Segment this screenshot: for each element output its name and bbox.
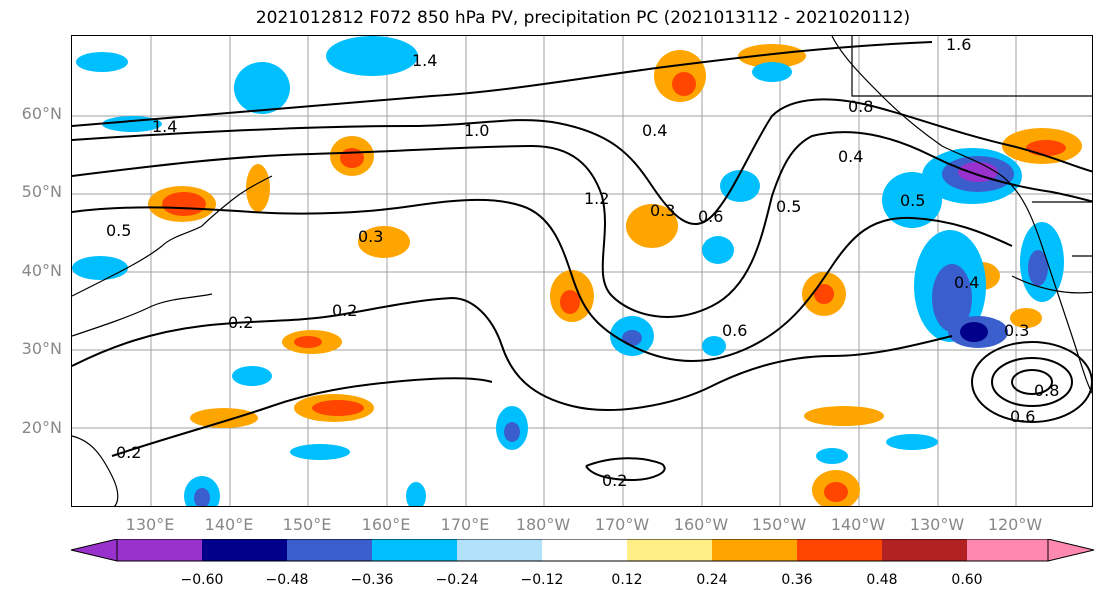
contour-label: 0.5 <box>900 191 925 210</box>
colorbar-bin <box>797 539 882 561</box>
colorbar <box>70 539 1095 562</box>
precip-negative-patches <box>72 36 1064 506</box>
colorbar-tick: −0.60 <box>180 572 224 588</box>
lon-label: 150°E <box>282 515 332 534</box>
colorbar-tick: −0.12 <box>520 572 564 588</box>
colorbar-outline <box>116 539 1049 562</box>
colorbar-tick: 0.12 <box>611 572 643 588</box>
contour-label: 0.2 <box>332 301 357 320</box>
contour-label: 1.6 <box>946 36 971 54</box>
colorbar-bin <box>287 539 372 561</box>
pv-contours <box>72 41 1092 482</box>
colorbar-bin <box>202 539 287 561</box>
contour-label: 0.6 <box>722 321 747 340</box>
colorbar-tick: −0.48 <box>265 572 309 588</box>
contour-label: 0.6 <box>1010 407 1035 426</box>
contour-label-group: 1.4 1.0 1.2 1.4 0.4 0.8 0.5 0.4 0.5 0.3 … <box>106 36 1059 490</box>
colorbar-tick: 0.24 <box>696 572 728 588</box>
colorbar-bin <box>627 539 712 561</box>
lon-label: 180°W <box>515 515 571 534</box>
colorbar-bin <box>712 539 797 561</box>
lon-label: 160°W <box>673 515 729 534</box>
contour-label: 0.5 <box>106 221 131 240</box>
lon-label: 170°W <box>594 515 650 534</box>
graticule <box>72 36 1092 506</box>
contour-label: 0.6 <box>698 207 723 226</box>
map-panel: 1.4 1.0 1.2 1.4 0.4 0.8 0.5 0.4 0.5 0.3 … <box>71 35 1093 507</box>
lon-label: 150°W <box>751 515 807 534</box>
contour-label: 0.5 <box>776 197 801 216</box>
colorbar-bin <box>882 539 967 561</box>
contour-label: 0.2 <box>228 313 253 332</box>
lon-label: 140°W <box>830 515 886 534</box>
lon-label: 170°E <box>440 515 490 534</box>
lon-label: 130°W <box>909 515 965 534</box>
contour-label: 1.4 <box>412 51 437 70</box>
colorbar-tick: −0.24 <box>435 572 479 588</box>
contour-label: 0.8 <box>848 97 873 116</box>
contour-label: 0.3 <box>650 201 675 220</box>
colorbar-bin <box>457 539 542 561</box>
colorbar-tick: 0.60 <box>951 572 983 588</box>
colorbar-tick: −0.36 <box>350 572 394 588</box>
contour-label: 0.2 <box>116 443 141 462</box>
lon-label: 120°W <box>987 515 1043 534</box>
colorbar-tick: 0.36 <box>781 572 813 588</box>
contour-label: 0.3 <box>1004 321 1029 340</box>
lat-label: 30°N <box>21 339 62 358</box>
coastlines <box>72 36 1092 506</box>
contour-label: 0.3 <box>358 227 383 246</box>
contour-label: 0.8 <box>1034 381 1059 400</box>
colorbar-bin <box>117 539 202 561</box>
lat-label: 40°N <box>21 261 62 280</box>
colorbar-bin <box>542 539 627 561</box>
lat-label: 20°N <box>21 418 62 437</box>
contour-label: 1.0 <box>464 121 489 140</box>
lon-label: 130°E <box>125 515 175 534</box>
colorbar-tick: 0.48 <box>866 572 898 588</box>
colorbar-extend-low <box>70 539 118 562</box>
lon-label: 160°E <box>361 515 411 534</box>
contour-label: 0.4 <box>954 273 979 292</box>
map-canvas: 1.4 1.0 1.2 1.4 0.4 0.8 0.5 0.4 0.5 0.3 … <box>72 36 1092 506</box>
lon-label: 140°E <box>204 515 254 534</box>
contour-label: 0.4 <box>642 121 667 140</box>
lat-label: 60°N <box>21 104 62 123</box>
map-title: 2021012812 F072 850 hPa PV, precipitatio… <box>255 8 911 28</box>
contour-label: 0.2 <box>602 471 627 490</box>
colorbar-bin <box>372 539 457 561</box>
colorbar-bin <box>967 539 1048 561</box>
contour-label: 1.4 <box>152 117 177 136</box>
contour-label: 0.4 <box>838 147 863 166</box>
lat-label: 50°N <box>21 182 62 201</box>
colorbar-extend-high <box>1047 539 1095 562</box>
contour-label: 1.2 <box>584 189 609 208</box>
